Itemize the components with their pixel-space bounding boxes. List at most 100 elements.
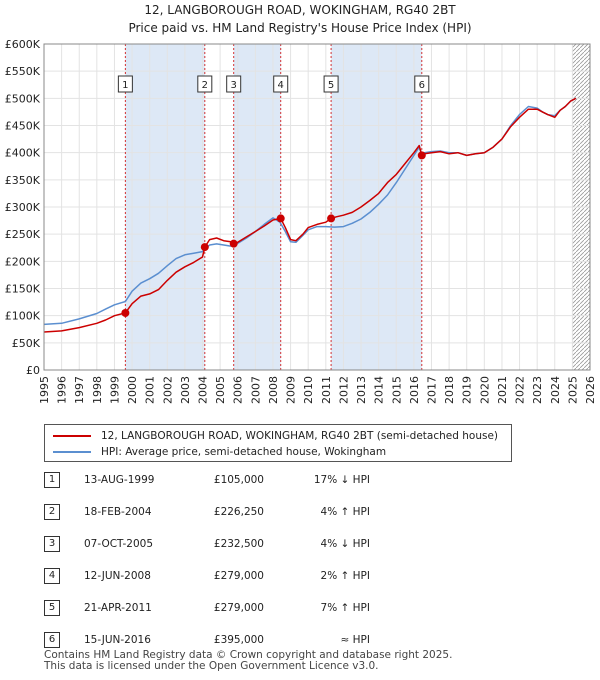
sale-price: £105,000 [213, 474, 264, 486]
sale-date: 15-JUN-2016 [84, 634, 151, 646]
attribution-line-2: This data is licensed under the Open Gov… [44, 660, 379, 672]
x-tick-label: 2002 [161, 376, 174, 404]
sale-date: 21-APR-2011 [84, 602, 152, 614]
x-tick-label: 2026 [584, 376, 597, 404]
x-tick-label: 2004 [197, 376, 210, 404]
sale-row: 4 12-JUN-2008 £279,000 2% ↑ HPI [44, 568, 444, 584]
x-tick-label: 1999 [108, 376, 121, 404]
sale-number-badge: 2 [44, 504, 60, 520]
sale-price: £279,000 [213, 602, 264, 614]
x-tick-label: 2016 [408, 376, 421, 404]
sale-hpi-comparison: 2% ↑ HPI [320, 570, 370, 582]
sale-price: £232,500 [213, 538, 264, 550]
x-tick-label: 1995 [38, 376, 51, 404]
y-tick-label: £250K [5, 228, 41, 241]
x-tick-label: 1997 [73, 376, 86, 404]
y-tick-label: £150K [5, 283, 41, 296]
sale-marker-box [414, 75, 430, 93]
x-tick-label: 2008 [267, 376, 280, 404]
sale-price: £226,250 [213, 506, 264, 518]
x-tick-label: 2022 [514, 376, 527, 404]
chart-subtitle: Price paid vs. HM Land Registry's House … [128, 21, 471, 35]
sale-hpi-comparison: 4% ↓ HPI [320, 538, 370, 550]
x-tick-label: 2000 [126, 376, 139, 404]
y-tick-label: £0 [26, 364, 40, 377]
sale-marker-box [226, 75, 242, 93]
x-tick-label: 2010 [302, 376, 315, 404]
sale-marker-label: 5 [328, 80, 334, 91]
y-tick-label: £50K [12, 337, 41, 350]
x-tick-label: 2015 [390, 376, 403, 404]
x-tick-label: 2005 [214, 376, 227, 404]
x-tick-label: 2007 [249, 376, 262, 404]
legend-label-property: 12, LANGBOROUGH ROAD, WOKINGHAM, RG40 2B… [101, 430, 499, 442]
y-tick-label: £450K [5, 120, 41, 133]
sale-marker-label: 4 [278, 80, 284, 91]
sale-row: 1 13-AUG-1999 £105,000 17% ↓ HPI [44, 472, 444, 488]
x-tick-label: 2013 [355, 376, 368, 404]
x-tick-label: 2017 [425, 376, 438, 404]
sale-point [121, 308, 130, 317]
legend-label-hpi: HPI: Average price, semi-detached house,… [101, 446, 387, 458]
sale-date: 07-OCT-2005 [84, 538, 153, 550]
legend-entry-property: 12, LANGBOROUGH ROAD, WOKINGHAM, RG40 2B… [53, 428, 498, 444]
x-tick-label: 2023 [531, 376, 544, 404]
sale-point [276, 214, 285, 223]
y-tick-label: £550K [5, 65, 41, 78]
sale-marker-label: 3 [231, 80, 237, 91]
x-tick-label: 1996 [56, 376, 69, 404]
chart-title: 12, LANGBOROUGH ROAD, WOKINGHAM, RG40 2B… [144, 3, 456, 17]
sale-number-badge: 3 [44, 536, 60, 552]
x-tick-label: 2003 [179, 376, 192, 404]
x-tick-label: 2020 [478, 376, 491, 404]
sale-row: 6 15-JUN-2016 £395,000 ≈ HPI [44, 632, 444, 648]
sale-row: 3 07-OCT-2005 £232,500 4% ↓ HPI [44, 536, 444, 552]
sale-marker-box [273, 75, 289, 93]
x-tick-label: 2011 [320, 376, 333, 404]
plot-frame [43, 43, 591, 371]
chart-legend: 12, LANGBOROUGH ROAD, WOKINGHAM, RG40 2B… [44, 424, 512, 462]
sale-row: 2 18-FEB-2004 £226,250 4% ↑ HPI [44, 504, 444, 520]
sale-price: £279,000 [213, 570, 264, 582]
y-tick-label: £300K [5, 201, 41, 214]
y-tick-label: £500K [5, 92, 41, 105]
legend-swatch-property [53, 435, 91, 437]
x-tick-label: 2001 [144, 376, 157, 404]
attribution-line-1: Contains HM Land Registry data © Crown c… [44, 649, 453, 661]
x-tick-label: 2018 [443, 376, 456, 404]
price-chart: 12, LANGBOROUGH ROAD, WOKINGHAM, RG40 2B… [5, 3, 597, 404]
attribution-footer: Contains HM Land Registry data © Crown c… [44, 650, 452, 672]
x-tick-label: 2021 [496, 376, 509, 404]
sale-number-badge: 6 [44, 632, 60, 648]
sale-marker-label: 1 [122, 80, 128, 91]
sale-marker-box [117, 75, 133, 93]
sale-number-badge: 4 [44, 568, 60, 584]
x-tick-label: 2019 [461, 376, 474, 404]
sale-marker-label: 2 [202, 80, 208, 91]
sale-price: £395,000 [213, 634, 264, 646]
sale-marker-box [197, 75, 213, 93]
sale-marker-label: 6 [419, 80, 425, 91]
legend-entry-hpi: HPI: Average price, semi-detached house,… [53, 444, 386, 460]
sale-date: 12-JUN-2008 [84, 570, 151, 582]
x-tick-label: 2014 [373, 376, 386, 404]
y-tick-label: £200K [5, 255, 41, 268]
sale-point [327, 214, 336, 223]
y-tick-label: £400K [5, 147, 41, 160]
y-tick-label: £600K [5, 38, 41, 51]
sale-hpi-comparison: 17% ↓ HPI [313, 474, 370, 486]
sale-point [229, 239, 238, 248]
sale-row: 5 21-APR-2011 £279,000 7% ↑ HPI [44, 600, 444, 616]
y-tick-label: £350K [5, 174, 41, 187]
x-tick-label: 2009 [285, 376, 298, 404]
x-tick-label: 2024 [549, 376, 562, 404]
property-price-line [43, 97, 577, 333]
sale-point [200, 243, 209, 252]
y-tick-label: £100K [5, 310, 41, 323]
x-tick-label: 2006 [232, 376, 245, 404]
sale-number-badge: 5 [44, 600, 60, 616]
x-tick-label: 2025 [566, 376, 579, 404]
x-tick-label: 1998 [91, 376, 104, 404]
sale-number-badge: 1 [44, 472, 60, 488]
sale-hpi-comparison: 4% ↑ HPI [320, 506, 370, 518]
